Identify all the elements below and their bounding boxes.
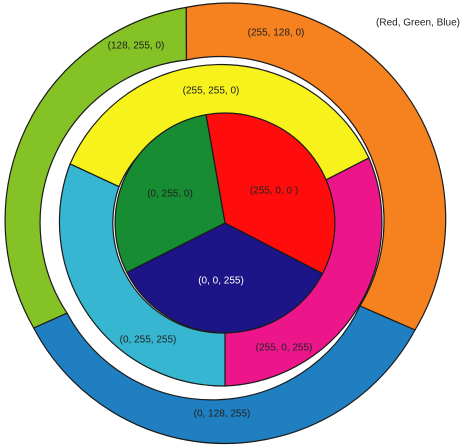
label-outer-orange: (255, 128, 0) — [248, 28, 305, 39]
legend-text: (Red, Green, Blue) — [376, 18, 460, 29]
inner-segment-red — [205, 112, 336, 275]
label-outer-azure: (0, 128, 255) — [194, 409, 251, 420]
label-middle-yellow: (255, 255, 0) — [183, 86, 240, 97]
middle-segment-cyan — [58, 163, 226, 387]
label-outer-chartreuse: (128, 255, 0) — [108, 41, 165, 52]
label-inner-red: (255, 0, 0 ) — [250, 186, 298, 197]
label-inner-blue: (0, 0, 255) — [198, 276, 244, 287]
label-middle-cyan: (0, 255, 255) — [120, 335, 177, 346]
inner-segment-green — [114, 114, 226, 274]
label-middle-magenta: (255, 0, 255) — [256, 343, 313, 354]
inner-segment-blue — [125, 222, 324, 334]
outer-segment-azure — [32, 305, 416, 445]
label-inner-green: (0, 255, 0) — [147, 189, 193, 200]
outer-segment-orange — [185, 2, 447, 331]
